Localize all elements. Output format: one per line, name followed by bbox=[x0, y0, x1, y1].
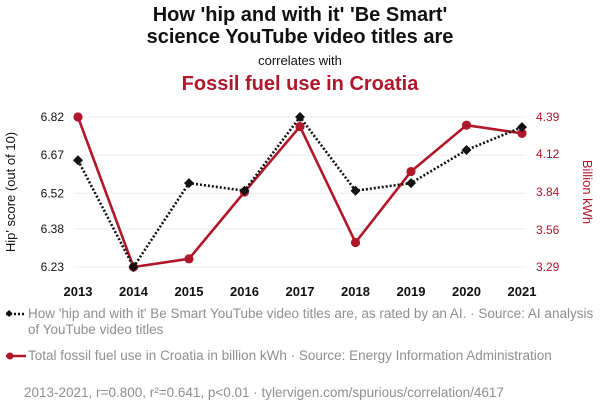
data-point-hip-score bbox=[295, 112, 305, 122]
x-tick-label: 2014 bbox=[119, 284, 149, 299]
y-right-tick-label: 3.56 bbox=[536, 223, 560, 237]
x-tick-label: 2021 bbox=[508, 284, 537, 299]
data-point-fossil-fuel bbox=[73, 112, 83, 122]
data-point-hip-score bbox=[184, 178, 194, 189]
connector-text: correlates with bbox=[258, 53, 342, 68]
x-tick-label: 2015 bbox=[175, 284, 204, 299]
legend-swatch-dotted bbox=[6, 310, 26, 318]
series-line-fossil-fuel bbox=[76, 116, 523, 269]
y-right-tick-label: 4.39 bbox=[536, 110, 560, 124]
data-point-fossil-fuel bbox=[184, 254, 194, 264]
y-right-axis-label: Billion kWh bbox=[580, 160, 595, 224]
y-left-tick-label: 6.82 bbox=[41, 110, 65, 124]
legend: How 'hip and with it' Be Smart YouTube v… bbox=[6, 306, 596, 364]
x-tick-label: 2019 bbox=[397, 284, 426, 299]
legend-text-hip-score: How 'hip and with it' Be Smart YouTube v… bbox=[28, 306, 594, 337]
x-tick-label: 2013 bbox=[64, 284, 93, 299]
y-left-tick-label: 6.52 bbox=[41, 186, 65, 200]
data-point-fossil-fuel bbox=[461, 120, 472, 130]
legend-item-fossil-fuel: Total fossil fuel use in Croatia in bill… bbox=[6, 348, 596, 364]
data-point-hip-score bbox=[350, 185, 361, 196]
x-tick-label: 2016 bbox=[230, 284, 259, 299]
x-tick-label: 2018 bbox=[341, 284, 370, 299]
legend-swatch-solid bbox=[6, 352, 26, 360]
footer-stats: 2013-2021, r=0.800, r²=0.641, p<0.01 · t… bbox=[24, 385, 504, 400]
data-point-hip-score bbox=[517, 122, 527, 133]
chart-subtitle: Fossil fuel use in Croatia bbox=[181, 73, 419, 95]
data-point-hip-score bbox=[73, 155, 83, 166]
data-point-fossil-fuel bbox=[406, 166, 416, 177]
y-right-tick-label: 3.84 bbox=[536, 185, 560, 199]
legend-item-hip-score: How 'hip and with it' Be Smart YouTube v… bbox=[6, 306, 596, 338]
x-tick-label: 2020 bbox=[452, 284, 481, 299]
y-left-tick-label: 6.67 bbox=[41, 148, 65, 162]
y-left-tick-label: 6.23 bbox=[41, 260, 65, 274]
data-point-fossil-fuel bbox=[295, 121, 305, 132]
y-left-tick-label: 6.38 bbox=[41, 222, 65, 236]
title-block: How 'hip and with it' 'Be Smart' science… bbox=[0, 4, 600, 96]
data-point-fossil-fuel bbox=[350, 237, 361, 248]
chart-title: How 'hip and with it' 'Be Smart' science… bbox=[146, 4, 454, 48]
y-right-tick-label: 4.12 bbox=[536, 147, 560, 161]
data-point-hip-score bbox=[239, 185, 250, 196]
data-point-hip-score bbox=[461, 145, 472, 156]
data-point-hip-score bbox=[406, 178, 416, 189]
y-left-axis-label: Hip' score (out of 10) bbox=[3, 132, 18, 252]
series-line-hip-score bbox=[76, 114, 523, 270]
data-point-fossil-fuel bbox=[517, 128, 527, 138]
y-right-tick-label: 3.29 bbox=[536, 260, 560, 274]
x-tick-label: 2017 bbox=[286, 284, 315, 299]
legend-text-fossil-fuel: Total fossil fuel use in Croatia in bill… bbox=[28, 348, 552, 363]
data-point-hip-score bbox=[128, 262, 139, 272]
